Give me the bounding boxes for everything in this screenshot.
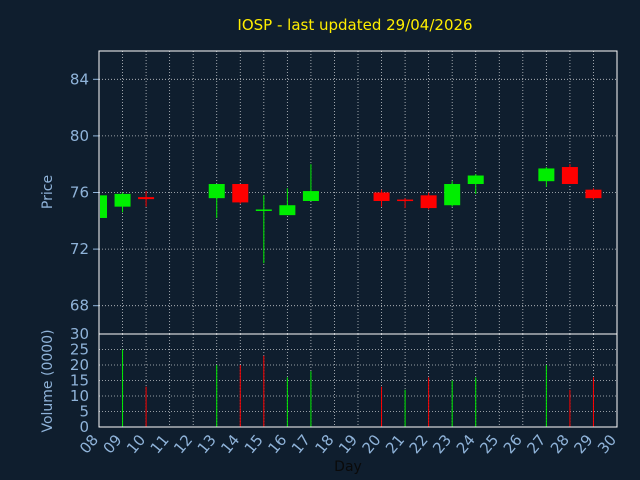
chart-title: IOSP - last updated 29/04/2026 [237, 16, 472, 34]
price-tick-label: 84 [70, 70, 89, 88]
candle-body [561, 167, 578, 185]
volume-tick-label: 10 [70, 387, 89, 405]
volume-tick-label: 20 [70, 356, 89, 374]
candle-body [420, 195, 437, 209]
x-tick-label: 17 [288, 431, 314, 457]
x-tick-label: 20 [359, 431, 385, 457]
x-tick-label: 27 [523, 431, 549, 457]
x-tick-label: 18 [311, 431, 337, 457]
candle-body [255, 209, 272, 211]
x-tick-label: 24 [453, 431, 479, 457]
candle-body [100, 195, 107, 218]
price-tick-label: 68 [70, 297, 89, 315]
x-tick-label: 13 [194, 431, 220, 457]
volume-tick-label: 0 [79, 418, 89, 436]
x-tick-label: 23 [429, 431, 455, 457]
x-tick-label: 28 [547, 431, 573, 457]
volume-axis-label: Volume (0000) [40, 329, 56, 432]
price-tick-label: 80 [70, 127, 89, 145]
candle-body [279, 205, 296, 216]
candles [98, 164, 602, 264]
x-tick-label: 29 [570, 431, 596, 457]
candle-body [208, 184, 225, 199]
x-tick-label: 21 [382, 431, 408, 457]
candle-body [444, 184, 461, 206]
volume-frame [98, 333, 618, 428]
candle-body [538, 168, 555, 182]
x-ticks: 0809101112131415161718192021222324252627… [76, 431, 620, 457]
x-tick-label: 14 [217, 431, 243, 457]
price-y-ticks: 68 72 76 80 84 [70, 70, 99, 315]
volume-bars [122, 349, 594, 427]
price-grid [98, 51, 618, 334]
candle-body [232, 184, 249, 203]
volume-tick-label: 15 [70, 372, 89, 390]
candle-body [397, 199, 414, 202]
volume-tick-label: 25 [70, 341, 89, 359]
price-tick-label: 76 [70, 184, 89, 202]
x-tick-label: 16 [264, 431, 290, 457]
candle-body [585, 189, 602, 199]
x-tick-label: 22 [406, 431, 432, 457]
x-tick-label: 26 [500, 431, 526, 457]
x-axis-label: Day [334, 459, 362, 475]
x-tick-label: 10 [123, 431, 149, 457]
x-tick-label: 12 [170, 431, 196, 457]
x-tick-label: 25 [476, 431, 502, 457]
x-tick-label: 09 [100, 431, 126, 457]
x-tick-label: 15 [241, 431, 267, 457]
candle-body [302, 191, 319, 201]
candle-body [467, 175, 484, 185]
candle-body [114, 193, 131, 207]
volume-grid [98, 333, 618, 428]
x-tick-label: 19 [335, 431, 361, 457]
price-axis-label: Price [40, 175, 56, 209]
volume-tick-label: 30 [70, 325, 89, 343]
volume-tick-label: 5 [79, 403, 89, 421]
x-tick-label: 11 [147, 431, 173, 457]
price-tick-label: 72 [70, 240, 89, 258]
x-tick-label: 30 [594, 431, 620, 457]
candle-body [373, 192, 390, 201]
